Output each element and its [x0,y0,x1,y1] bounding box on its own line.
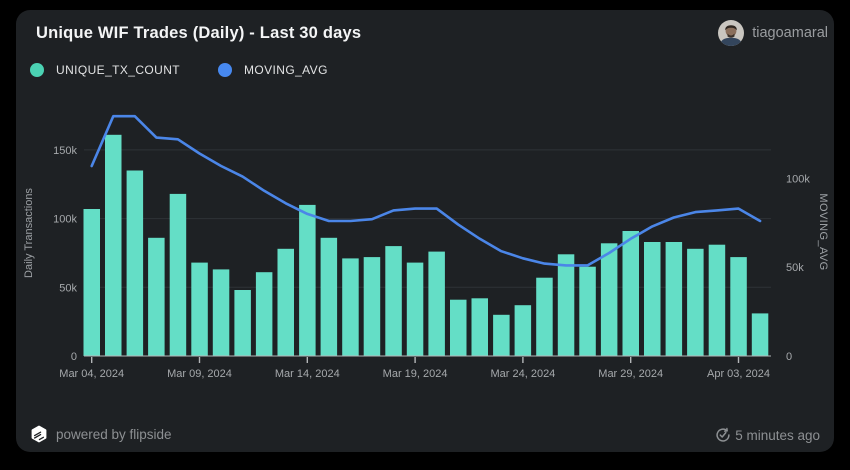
chart-card [16,10,834,452]
bar[interactable] [406,262,424,356]
bar[interactable] [191,262,208,356]
bar[interactable] [493,314,510,356]
axis-tick-label: Mar 19, 2024 [383,368,448,380]
flipside-logo-icon [31,425,47,443]
bar[interactable] [169,193,187,356]
axis-tick-label: 0 [786,351,792,363]
bar[interactable] [385,246,402,356]
bar[interactable] [83,209,101,356]
avatar-photo [718,20,745,46]
axis-tick-label: 150k [53,145,77,157]
bar[interactable] [212,269,230,356]
bar[interactable] [342,258,359,356]
page-title: Unique WIF Trades (Daily) - Last 30 days [36,24,362,42]
axis-tick-label: Mar 09, 2024 [167,368,232,380]
bar[interactable] [600,243,618,356]
axis-tick-label: 100k [53,214,77,226]
bar[interactable] [148,237,165,356]
username[interactable]: tiagoamaral [752,25,828,41]
bar[interactable] [687,248,704,356]
bar[interactable] [665,242,683,356]
bar[interactable] [536,277,553,356]
axis-tick-label: Mar 24, 2024 [490,368,555,380]
axis-tick-label: 50k [786,262,804,274]
legend-dot-teal-icon [30,63,44,77]
axis-tick-label: 50k [59,282,77,294]
powered-by-label: powered by flipside [56,426,172,442]
bar[interactable] [708,244,726,356]
bar[interactable] [644,242,661,356]
bar[interactable] [363,257,381,356]
bar[interactable] [471,298,489,356]
bar[interactable] [255,272,273,356]
avatar[interactable] [718,20,745,46]
moving-avg-line[interactable] [90,114,762,267]
bar[interactable] [514,305,532,356]
axis-tick-label: 0 [71,351,77,363]
bar[interactable] [622,231,640,356]
updated-timestamp: 5 minutes ago [735,427,820,443]
axis-tick-label: Mar 29, 2024 [598,368,663,380]
bar[interactable] [730,257,747,356]
bar[interactable] [320,237,338,356]
bar[interactable] [234,290,251,356]
axis-tick-label: Apr 03, 2024 [707,368,770,380]
bar[interactable] [450,299,467,356]
chart-legend: UNIQUE_TX_COUNT MOVING_AVG [30,63,328,77]
axis-tick-label: Mar 14, 2024 [275,368,340,380]
last-updated: 5 minutes ago [715,427,820,443]
axis-tick-label: 100k [786,173,810,185]
bar[interactable] [299,204,316,356]
y-axis-title-left: Daily Transactions [23,188,35,278]
bar[interactable] [277,248,295,356]
legend-dot-blue-icon [218,63,233,77]
bar[interactable] [751,313,769,356]
refresh-check-icon[interactable] [715,427,731,443]
legend-item-unique-tx-count[interactable]: UNIQUE_TX_COUNT [30,63,180,77]
bar[interactable] [105,134,122,356]
powered-by-flipside-link[interactable]: powered by flipside [30,425,172,443]
legend-item-moving-avg[interactable]: MOVING_AVG [218,63,328,77]
bar[interactable] [428,251,445,356]
legend-label: MOVING_AVG [244,63,328,77]
axis-tick-label: Mar 04, 2024 [59,368,124,380]
bar[interactable] [579,266,596,356]
bar[interactable] [126,170,144,357]
legend-label: UNIQUE_TX_COUNT [56,63,181,77]
user-profile[interactable]: tiagoamaral [718,20,828,46]
bar[interactable] [557,254,575,356]
y-axis-title-right: MOVING_AVG [817,193,829,271]
